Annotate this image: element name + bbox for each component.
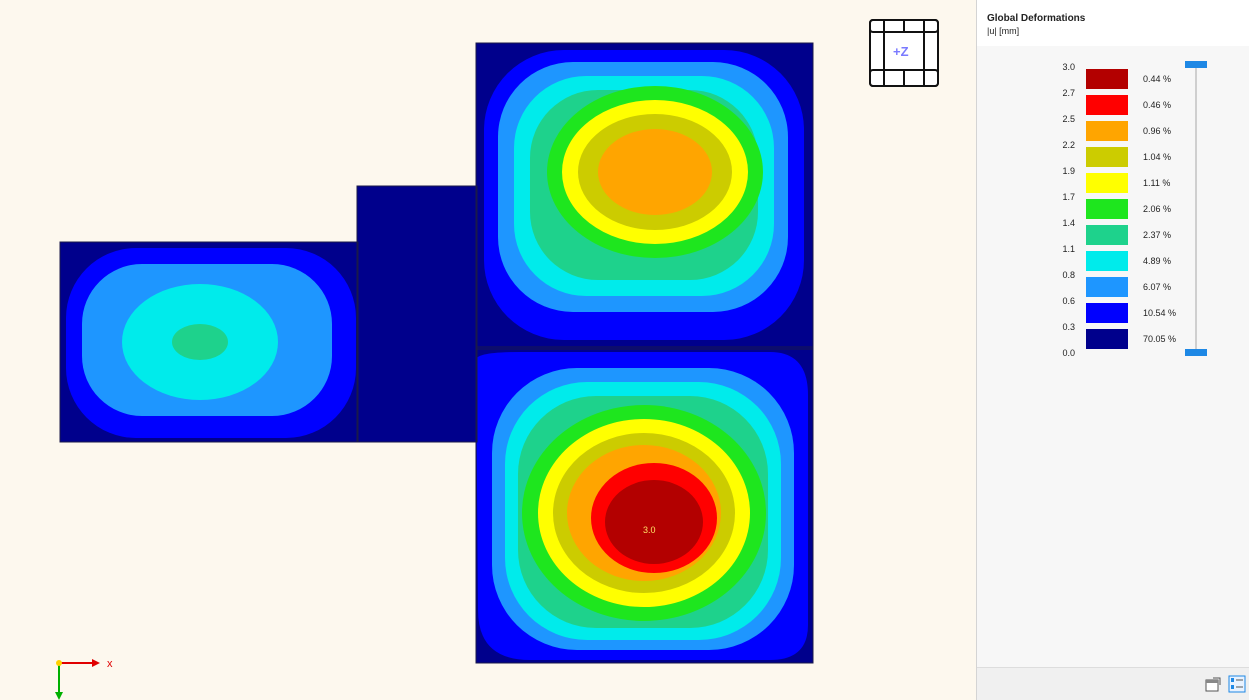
legend-tick-label: 0.6: [1062, 296, 1075, 306]
legend-percentage: 1.04 %: [1143, 152, 1172, 162]
legend-percentage: 0.96 %: [1143, 126, 1172, 136]
legend-tick-label: 0.0: [1062, 348, 1075, 358]
legend-swatch: [1086, 147, 1128, 167]
view-cube-icon[interactable]: +Z: [868, 18, 940, 88]
legend-tick-label: 2.5: [1062, 114, 1075, 124]
legend-percentage: 10.54 %: [1143, 308, 1177, 318]
legend-tick-label: 2.7: [1062, 88, 1075, 98]
export-icon[interactable]: [1203, 674, 1223, 694]
left-plate-contours: [66, 248, 356, 438]
legend-tick-label: 1.4: [1062, 218, 1075, 228]
legend-percentage: 2.37 %: [1143, 230, 1172, 240]
legend-swatch: [1086, 95, 1128, 115]
plate-middle: [357, 186, 477, 442]
range-slider-track[interactable]: [1195, 64, 1197, 354]
legend-title: Global Deformations: [987, 13, 1086, 24]
legend-header: [977, 0, 1249, 46]
plate-outlines: [59, 42, 814, 664]
legend-percentage: 0.46 %: [1143, 100, 1172, 110]
legend-tick-label: 1.9: [1062, 166, 1075, 176]
legend-settings-icon[interactable]: [1227, 674, 1247, 694]
results-legend-panel: Global Deformations |u| [mm] 3.0 2.7 2.5 2.…: [976, 0, 1249, 700]
model-viewport[interactable]: 3.0 +Z x: [0, 0, 975, 700]
legend-swatch: [1086, 225, 1128, 245]
slider-handle-max[interactable]: [1185, 61, 1207, 68]
top-right-plate-contours: [484, 50, 804, 340]
panel-footer: [977, 667, 1249, 700]
legend-tick-label: 2.2: [1062, 140, 1075, 150]
legend-percentage: 70.05 %: [1143, 334, 1177, 344]
legend-unit: |u| [mm]: [987, 26, 1020, 36]
legend-percentage: 2.06 %: [1143, 204, 1172, 214]
legend-tick-label: 1.7: [1062, 192, 1075, 202]
legend-percentage: 6.07 %: [1143, 282, 1172, 292]
deformation-contour-plot[interactable]: 3.0: [0, 0, 975, 700]
legend-swatch: [1086, 173, 1128, 193]
legend-swatch: [1086, 199, 1128, 219]
axis-x-label: x: [107, 658, 113, 670]
legend-swatch: [1086, 69, 1128, 89]
max-value-label: 3.0: [643, 525, 656, 535]
legend-swatch: [1086, 251, 1128, 271]
cube-face-label: +Z: [893, 44, 909, 59]
legend-percentage: 1.11 %: [1143, 178, 1171, 188]
legend-swatch: [1086, 121, 1128, 141]
bottom-right-plate-contours: [476, 352, 808, 660]
axis-gizmo-icon: x: [55, 658, 113, 700]
legend-tick-label: 0.8: [1062, 270, 1075, 280]
legend-percentage: 4.89 %: [1143, 256, 1172, 266]
legend-percentage: 0.44 %: [1143, 74, 1172, 84]
slider-handle-min[interactable]: [1185, 349, 1207, 356]
legend-swatch: [1086, 277, 1128, 297]
legend-swatch: [1086, 329, 1128, 349]
legend-tick-label: 3.0: [1062, 62, 1075, 72]
legend-tick-label: 1.1: [1062, 244, 1075, 254]
legend-swatch: [1086, 303, 1128, 323]
legend-tick-label: 0.3: [1062, 322, 1075, 332]
